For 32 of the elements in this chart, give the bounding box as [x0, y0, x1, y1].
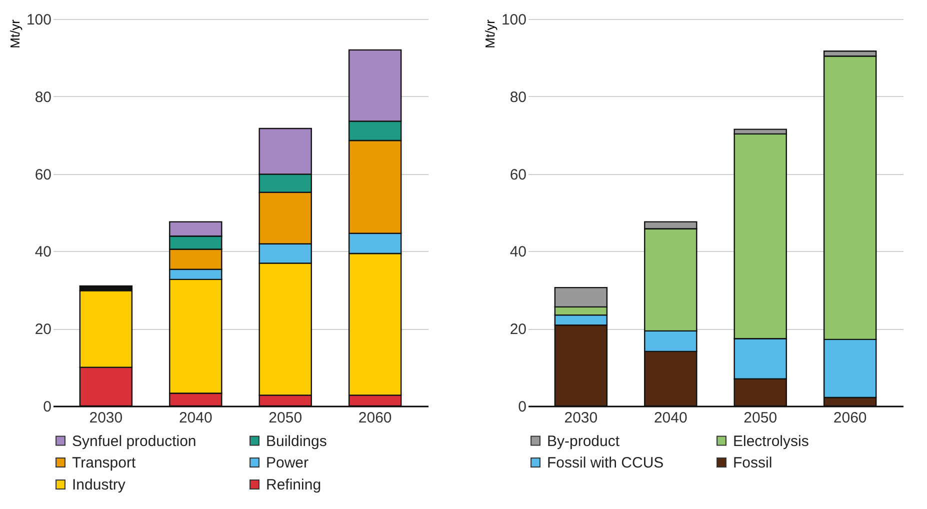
- y-tick-label: 100: [26, 12, 52, 28]
- y-tick-label: 40: [34, 244, 52, 261]
- legend-label: By-product: [547, 432, 620, 450]
- x-tick-label: 2030: [89, 410, 123, 426]
- legend-label: Power: [266, 454, 309, 472]
- legend-label: Transport: [72, 454, 136, 472]
- y-tick-label: 0: [43, 398, 52, 416]
- y-axis-title: Mt/yr: [7, 18, 22, 48]
- legend-label: Industry: [72, 476, 126, 494]
- x-tick-label: 2060: [358, 410, 392, 426]
- y-tick-label: 60: [510, 166, 526, 184]
- x-tick-label: 2060: [833, 410, 867, 426]
- y-tick-label: 80: [510, 88, 526, 106]
- x-tick-label: 2040: [654, 410, 688, 426]
- legend-label: Electrolysis: [733, 432, 809, 450]
- legend-label: Buildings: [266, 432, 327, 450]
- x-tick-label: 2040: [178, 410, 212, 426]
- x-tick-label: 2050: [744, 410, 778, 426]
- y-axis-title: Mt/yr: [482, 18, 498, 48]
- legend-label: Fossil with CCUS: [547, 454, 664, 472]
- y-tick-label: 80: [34, 88, 52, 106]
- y-tick-label: 0: [518, 398, 526, 416]
- y-tick-label: 20: [510, 321, 526, 338]
- legend-label: Refining: [266, 476, 322, 494]
- y-tick-label: 20: [34, 321, 52, 338]
- legend-label: Fossil: [733, 454, 772, 472]
- legend-label: Synfuel production: [72, 432, 196, 450]
- x-tick-label: 2050: [268, 410, 302, 426]
- y-tick-label: 100: [501, 12, 526, 28]
- y-tick-label: 60: [34, 166, 52, 184]
- x-tick-label: 2030: [564, 410, 598, 426]
- y-tick-label: 40: [510, 244, 526, 261]
